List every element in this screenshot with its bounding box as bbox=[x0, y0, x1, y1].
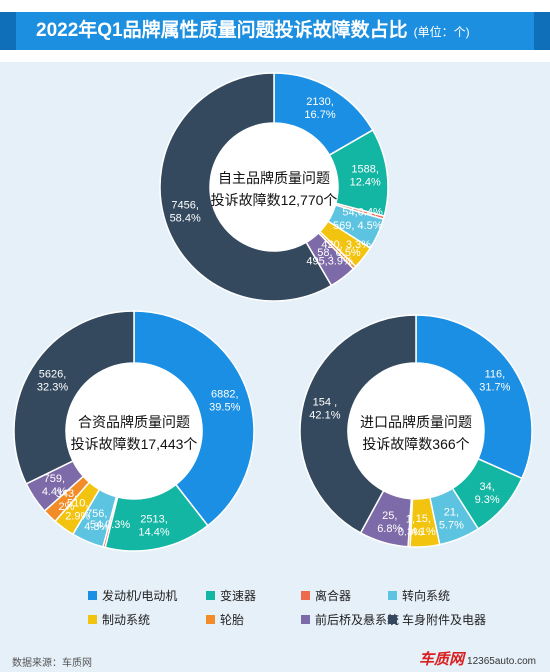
slice-label: 569, 4.5% bbox=[333, 220, 383, 232]
legend-label: 变速器 bbox=[220, 589, 257, 603]
header-banner: 2022年Q1品牌属性质量问题投诉故障数占比 (单位：个) bbox=[0, 0, 550, 62]
legend-swatch bbox=[301, 615, 310, 624]
slice-label: 756, bbox=[86, 508, 107, 520]
title-text: 2022年Q1品牌属性质量问题投诉故障数占比 bbox=[36, 20, 408, 41]
legend-label: 轮胎 bbox=[220, 613, 245, 627]
slice-label: 34, bbox=[479, 481, 494, 493]
slice-label: 154 , bbox=[313, 396, 337, 408]
slice-label: 32.3% bbox=[37, 382, 68, 394]
slice-label: 1588, bbox=[351, 163, 379, 175]
slice-label: 2130, bbox=[306, 96, 334, 108]
legend-swatch bbox=[301, 591, 310, 600]
legend-label: 车身附件及电器 bbox=[402, 613, 487, 627]
slice-label: 343, bbox=[56, 488, 77, 500]
site-logo: 车质网 12365auto.com bbox=[419, 648, 536, 669]
legend-label: 发动机/电动机 bbox=[102, 589, 178, 603]
donut-slice bbox=[13, 310, 135, 485]
slice-label: 58.4% bbox=[170, 212, 201, 224]
donut-center-total: 投诉故障数17,443个 bbox=[71, 436, 198, 452]
slice-label: 495,3.9% bbox=[306, 255, 353, 267]
slice-label: 12.4% bbox=[350, 176, 381, 188]
slice-label: 4.4% bbox=[42, 486, 67, 498]
slice-label: 420, 3.3% bbox=[321, 239, 371, 251]
legend-label: 前后桥及悬系统 bbox=[315, 613, 400, 627]
slice-label: 54,0.3% bbox=[90, 519, 131, 531]
legend-item: 离合器 bbox=[301, 588, 431, 604]
slice-label: 5626, bbox=[39, 369, 67, 381]
slice-label: 14.4% bbox=[138, 526, 169, 538]
slice-label: 6.8% bbox=[377, 523, 402, 535]
header-bar bbox=[0, 12, 550, 50]
donut-center-total: 投诉故障数12,770个 bbox=[211, 192, 338, 208]
header-accent-left bbox=[0, 12, 16, 50]
unit-note: (单位：个) bbox=[413, 25, 470, 39]
slice-label: 4.3% bbox=[84, 521, 109, 533]
donut-center-total: 投诉故障数366个 bbox=[362, 436, 469, 452]
slice-label: 16.7% bbox=[304, 109, 335, 121]
legend-label: 转向系统 bbox=[402, 589, 451, 603]
slice-label: 5.7% bbox=[439, 520, 464, 532]
legend-swatch bbox=[388, 591, 397, 600]
donut-center-title: 进口品牌质量问题 bbox=[360, 414, 472, 430]
slice-label: 2513, bbox=[140, 513, 168, 525]
slice-label: 31.7% bbox=[479, 381, 510, 393]
donut-center-title: 合资品牌质量问题 bbox=[78, 414, 190, 430]
slice-label: 4.1% bbox=[411, 526, 436, 538]
slice-label: 2% bbox=[59, 501, 75, 513]
page-title: 2022年Q1品牌属性质量问题投诉故障数占比 (单位：个) bbox=[36, 16, 470, 46]
legend-swatch bbox=[206, 591, 215, 600]
slice-label: 2.9% bbox=[65, 510, 90, 522]
slice-label: 39.5% bbox=[209, 401, 240, 413]
legend-swatch bbox=[388, 615, 397, 624]
legend-item: 变速器 bbox=[206, 588, 336, 604]
legend-item: 车身附件及电器 bbox=[388, 612, 518, 628]
legend-swatch bbox=[206, 615, 215, 624]
slice-label: 510, bbox=[67, 497, 88, 509]
slice-label: 54,0.4% bbox=[342, 207, 383, 219]
legend-item: 发动机/电动机 bbox=[88, 588, 218, 604]
legend-swatch bbox=[88, 591, 97, 600]
donut-hole bbox=[210, 123, 338, 251]
legend-item: 转向系统 bbox=[388, 588, 518, 604]
slice-label: 15, bbox=[416, 513, 431, 525]
slice-label: 7456, bbox=[171, 199, 199, 211]
slice-label: 6882, bbox=[211, 388, 239, 400]
slice-label: 1, bbox=[406, 513, 415, 525]
legend-item: 轮胎 bbox=[206, 612, 336, 628]
legend-swatch bbox=[88, 615, 97, 624]
slice-label: 9.3% bbox=[475, 494, 500, 506]
slice-label: 42.1% bbox=[309, 409, 340, 421]
legend-label: 制动系统 bbox=[102, 613, 151, 627]
slice-label: 116, bbox=[485, 368, 506, 380]
donut-hole bbox=[66, 363, 202, 499]
logo-site: 12365auto.com bbox=[467, 656, 536, 667]
header-accent-right bbox=[534, 12, 550, 50]
slice-label: 0.3% bbox=[398, 526, 423, 538]
logo-brand: 车质网 bbox=[419, 651, 465, 668]
slice-label: 25, bbox=[382, 510, 397, 522]
legend-item: 制动系统 bbox=[88, 612, 218, 628]
slice-label: 58, 0.5% bbox=[317, 247, 361, 259]
data-source: 数据来源：车质网 bbox=[12, 658, 92, 669]
slice-label: 21, bbox=[444, 507, 459, 519]
legend-item: 前后桥及悬系统 bbox=[301, 612, 431, 628]
donut-center-title: 自主品牌质量问题 bbox=[218, 170, 330, 186]
legend-label: 离合器 bbox=[315, 589, 352, 603]
donut-hole bbox=[348, 363, 484, 499]
slice-label: 759, bbox=[44, 473, 65, 485]
